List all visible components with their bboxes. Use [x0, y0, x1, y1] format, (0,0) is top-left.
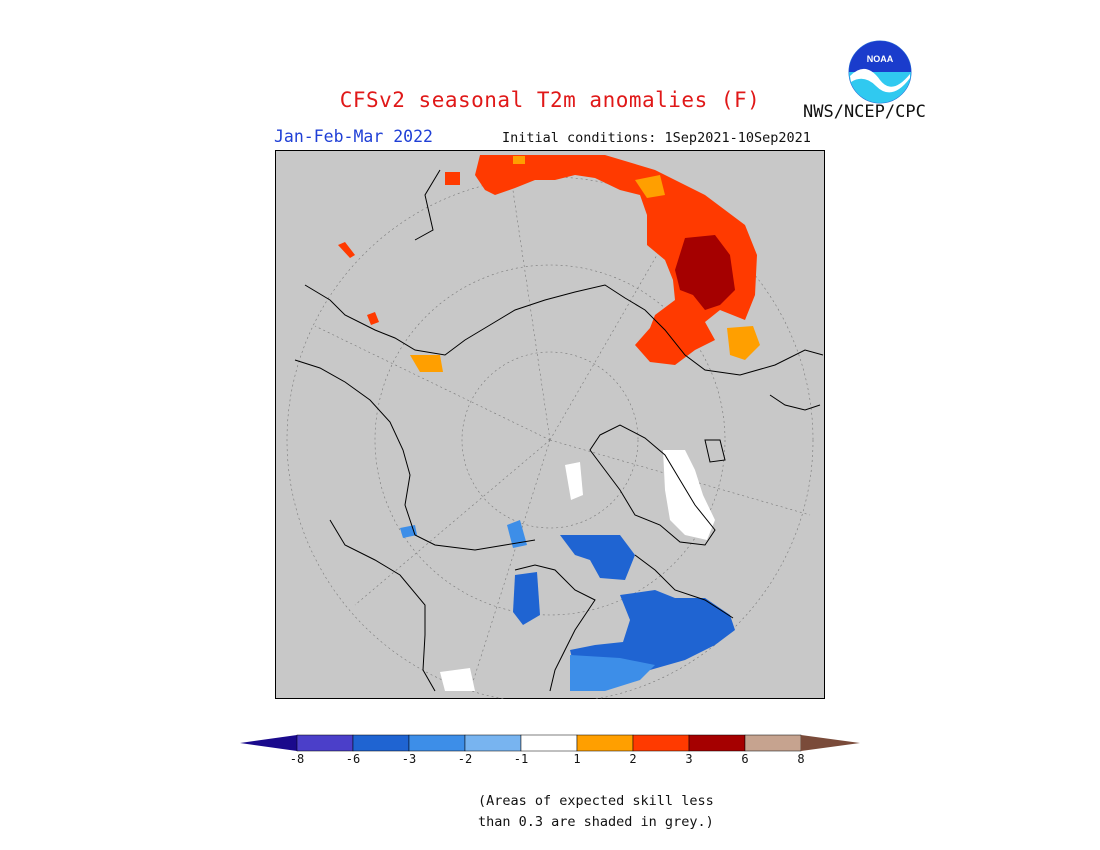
initial-conditions-label: Initial conditions: 1Sep2021-10Sep2021: [502, 130, 811, 146]
small-red-patch-b: [338, 242, 355, 258]
legend-tick: 1: [573, 752, 581, 766]
anomaly-shading: [338, 155, 760, 691]
legend-tick: -1: [513, 752, 529, 766]
svg-text:NOAA: NOAA: [867, 54, 894, 64]
greenland-white-region: [565, 462, 583, 500]
legend-tick: -3: [401, 752, 417, 766]
polar-map: [275, 150, 825, 699]
legend-tick: 2: [629, 752, 637, 766]
west-canada-blue-region: [513, 572, 540, 625]
siberia-orange-patch: [635, 175, 665, 198]
season-label: Jan-Feb-Mar 2022: [274, 127, 433, 146]
arctic-islands-blue-region: [507, 520, 527, 548]
canada-blue-region: [570, 590, 735, 675]
small-red-patch-a: [445, 172, 460, 185]
small-orange-patch-b: [513, 156, 525, 164]
small-orange-patch-a: [410, 355, 443, 372]
legend-tick: -2: [457, 752, 473, 766]
color-legend-bar: [240, 734, 860, 752]
legend-tick: -8: [289, 752, 305, 766]
legend-arrow-left: [240, 735, 297, 751]
hudson-blue-region: [560, 535, 635, 580]
legend-tick: -6: [345, 752, 361, 766]
legend-tick: 6: [741, 752, 749, 766]
us-light-blue-region: [570, 655, 655, 691]
legend-tick: 3: [685, 752, 693, 766]
central-asia-orange-patch: [727, 326, 760, 360]
siberia-warm-region: [475, 155, 757, 365]
legend-tick: 8: [797, 752, 805, 766]
footnote-line: than 0.3 are shaded in grey.): [478, 814, 714, 830]
siberia-dark-red-core: [675, 235, 735, 310]
alaska-white-region: [440, 668, 475, 691]
agency-label: NWS/NCEP/CPC: [803, 102, 926, 122]
noaa-logo-icon: NOAA: [848, 40, 912, 104]
coastlines: [294, 169, 824, 692]
skill-footnote: (Areas of expected skill less than 0.3 a…: [478, 791, 714, 833]
legend-arrow-right: [801, 735, 860, 751]
footnote-line: (Areas of expected skill less: [478, 793, 714, 809]
map-title: CFSv2 seasonal T2m anomalies (F): [339, 88, 761, 112]
small-red-patch-c: [367, 312, 379, 325]
